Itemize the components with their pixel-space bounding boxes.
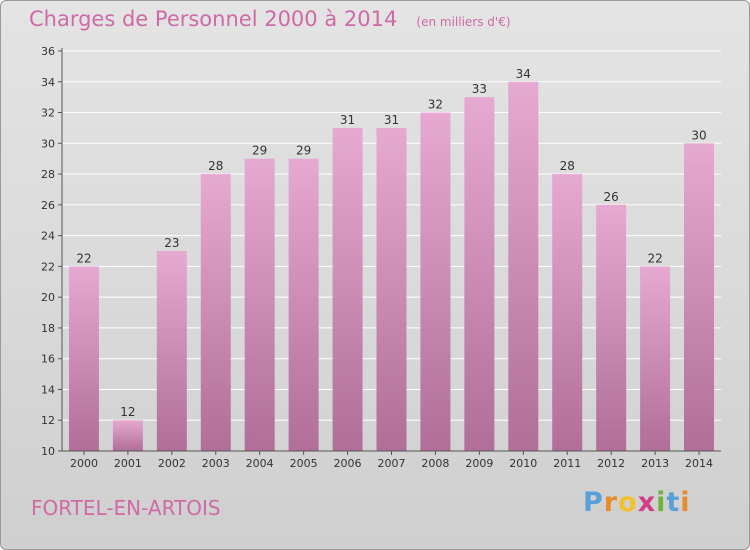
bar xyxy=(244,158,275,451)
y-tick-label: 12 xyxy=(41,414,55,427)
bar-value-label: 28 xyxy=(560,159,575,173)
logo-letter: o xyxy=(618,487,638,518)
bar-value-label: 29 xyxy=(296,144,311,158)
x-tick-label: 2010 xyxy=(509,457,537,470)
logo-letter: i xyxy=(680,487,691,518)
bar xyxy=(640,266,671,451)
x-tick-label: 2007 xyxy=(378,457,406,470)
bar-value-label: 30 xyxy=(691,128,706,142)
x-tick-label: 2009 xyxy=(465,457,493,470)
commune-name: FORTEL-EN-ARTOIS xyxy=(31,496,221,520)
y-tick-label: 24 xyxy=(41,230,55,243)
bar-value-label: 12 xyxy=(120,405,135,419)
x-tick-label: 2011 xyxy=(553,457,581,470)
logo-letter: P xyxy=(583,487,604,518)
bar-value-label: 22 xyxy=(647,251,662,265)
logo-letter: t xyxy=(666,487,681,518)
bar xyxy=(288,158,319,451)
x-tick-label: 2008 xyxy=(421,457,449,470)
x-tick-label: 2002 xyxy=(158,457,186,470)
bar xyxy=(684,143,715,452)
x-tick-label: 2013 xyxy=(641,457,669,470)
logo-letter: r xyxy=(603,487,619,518)
x-tick-label: 2006 xyxy=(334,457,362,470)
bar-value-label: 23 xyxy=(164,236,179,250)
x-tick-label: 2005 xyxy=(290,457,318,470)
bar-value-label: 28 xyxy=(208,159,223,173)
bar xyxy=(200,174,231,452)
bar-value-label: 34 xyxy=(516,67,531,81)
bar-value-label: 31 xyxy=(384,113,399,127)
chart-subtitle: (en milliers d'€) xyxy=(416,15,511,29)
bar xyxy=(376,127,407,451)
bar-value-label: 22 xyxy=(76,251,91,265)
x-tick-label: 2001 xyxy=(114,457,142,470)
chart-title: Charges de Personnel 2000 à 2014 xyxy=(29,7,398,31)
x-tick-label: 2014 xyxy=(685,457,713,470)
bar xyxy=(464,97,495,452)
y-tick-label: 30 xyxy=(41,137,55,150)
y-tick-label: 16 xyxy=(41,353,55,366)
bar xyxy=(332,127,363,451)
x-tick-label: 2000 xyxy=(70,457,98,470)
x-tick-label: 2004 xyxy=(246,457,274,470)
bar-value-label: 32 xyxy=(428,98,443,112)
bar-value-label: 29 xyxy=(252,144,267,158)
chart-title-block: Charges de Personnel 2000 à 2014 (en mil… xyxy=(29,7,511,31)
bar-value-label: 33 xyxy=(472,82,487,96)
x-tick-label: 2012 xyxy=(597,457,625,470)
y-tick-label: 14 xyxy=(41,383,55,396)
bar-value-label: 26 xyxy=(604,190,619,204)
bar xyxy=(552,174,583,452)
proxiti-logo: Proxiti xyxy=(583,487,691,518)
y-tick-label: 34 xyxy=(41,76,55,89)
bar xyxy=(508,81,539,452)
y-tick-label: 18 xyxy=(41,322,55,335)
y-tick-label: 28 xyxy=(41,168,55,181)
y-tick-label: 36 xyxy=(41,45,55,58)
bar-value-label: 31 xyxy=(340,113,355,127)
y-tick-label: 32 xyxy=(41,107,55,120)
y-tick-label: 10 xyxy=(41,445,55,458)
y-tick-label: 26 xyxy=(41,199,55,212)
bar xyxy=(420,112,451,452)
bar xyxy=(68,266,99,451)
y-tick-label: 20 xyxy=(41,291,55,304)
bar xyxy=(596,204,627,451)
y-tick-label: 22 xyxy=(41,260,55,273)
bar xyxy=(112,420,143,451)
logo-letter: x xyxy=(637,487,657,518)
x-tick-label: 2003 xyxy=(202,457,230,470)
bar xyxy=(156,251,187,451)
logo-letter: i xyxy=(656,487,667,518)
